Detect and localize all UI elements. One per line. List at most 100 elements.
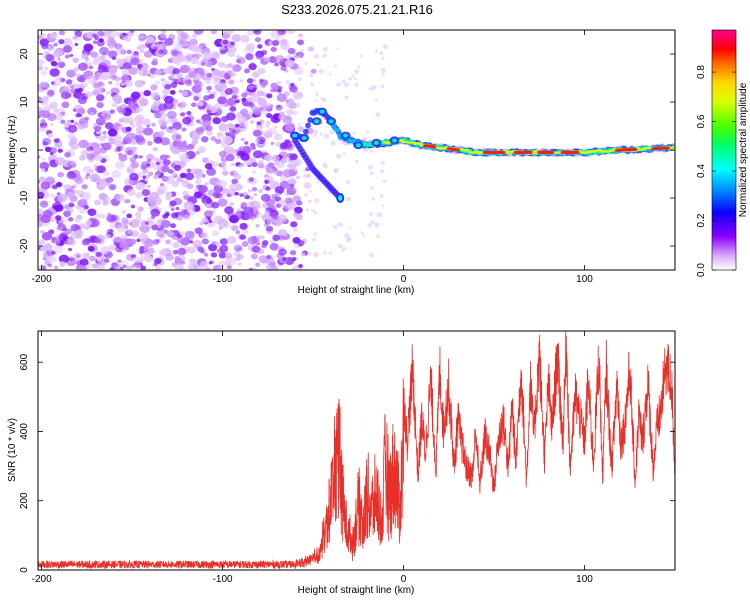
noise-blob — [47, 133, 54, 138]
noise-blob — [283, 119, 290, 126]
colorbar-tick-label: 0.2 — [696, 213, 707, 227]
noise-blob — [91, 263, 98, 269]
noise-blob — [169, 74, 175, 79]
noise-blob — [201, 233, 208, 239]
noise-blob — [287, 55, 292, 59]
noise-blob — [239, 234, 246, 240]
noise-blob — [298, 263, 303, 269]
noise-blob — [240, 153, 250, 161]
noise-blob — [224, 260, 231, 266]
noise-blob — [265, 186, 271, 191]
noise-blob — [160, 30, 167, 34]
noise-blob — [196, 118, 205, 125]
noise-blob — [303, 168, 307, 172]
noise-blob — [186, 79, 192, 84]
noise-blob — [53, 138, 60, 143]
noise-blob — [347, 236, 352, 241]
noise-blob — [74, 42, 79, 47]
noise-blob — [314, 198, 320, 204]
noise-blob — [154, 265, 162, 270]
noise-blob — [375, 112, 380, 117]
noise-blob — [66, 207, 74, 214]
noise-blob — [49, 123, 54, 127]
noise-blob — [176, 176, 183, 183]
noise-blob — [247, 201, 255, 208]
noise-blob — [73, 67, 79, 72]
noise-blob — [53, 78, 62, 86]
colorbar-frame — [711, 29, 737, 271]
noise-blob — [130, 91, 141, 100]
noise-blob — [150, 92, 161, 100]
noise-blob — [204, 60, 213, 68]
noise-blob — [107, 50, 118, 59]
noise-blob — [376, 212, 382, 218]
noise-blob — [218, 251, 227, 259]
noise-blob — [142, 69, 148, 75]
noise-blob — [38, 155, 41, 159]
noise-blob — [50, 60, 58, 67]
signal-core — [473, 150, 480, 153]
noise-blob — [293, 188, 297, 192]
noise-blob — [263, 154, 273, 162]
noise-blob — [57, 57, 61, 61]
noise-blob — [313, 252, 320, 258]
noise-blob — [55, 157, 66, 166]
signal-band — [303, 128, 309, 135]
noise-blob — [307, 252, 312, 256]
noise-blob — [341, 79, 346, 84]
noise-blob — [187, 246, 196, 254]
noise-blob — [80, 265, 87, 270]
noise-blob — [336, 153, 342, 159]
noise-blob — [58, 60, 62, 64]
noise-blob — [75, 73, 82, 78]
colorbar-tick-label: 0.8 — [696, 65, 707, 79]
noise-blob — [38, 176, 46, 183]
noise-blob — [75, 205, 81, 209]
noise-blob — [252, 108, 262, 116]
noise-blob — [41, 70, 48, 76]
noise-blob — [99, 46, 110, 56]
noise-blob — [53, 239, 61, 245]
noise-blob — [210, 30, 218, 35]
noise-blob — [122, 140, 128, 145]
noise-blob — [115, 140, 125, 149]
noise-blob — [379, 51, 384, 56]
noise-blob — [208, 93, 215, 99]
noise-blob — [85, 91, 93, 98]
noise-blob — [99, 213, 106, 219]
noise-blob — [225, 154, 235, 162]
noise-blob — [140, 252, 150, 261]
noise-blob — [337, 138, 341, 142]
noise-blob — [177, 33, 187, 42]
signal-core — [671, 145, 675, 148]
snr-ytick-label: 200 — [19, 492, 30, 509]
noise-blob — [217, 96, 227, 105]
noise-blob — [96, 256, 102, 262]
noise-blob — [72, 252, 83, 261]
noise-blob — [58, 39, 65, 45]
noise-blob — [189, 209, 196, 215]
noise-blob — [272, 40, 280, 46]
noise-blob — [195, 46, 204, 54]
noise-blob — [152, 239, 160, 245]
noise-blob — [284, 124, 295, 133]
noise-blob — [176, 139, 184, 146]
noise-blob — [255, 212, 263, 219]
noise-blob — [354, 159, 359, 164]
noise-blob — [196, 60, 203, 66]
noise-blob — [43, 243, 53, 251]
noise-blob — [253, 192, 258, 197]
noise-blob — [354, 82, 359, 87]
noise-blob — [41, 231, 53, 241]
noise-blob — [260, 193, 271, 202]
noise-blob — [294, 243, 299, 248]
noise-blob — [178, 89, 183, 93]
noise-blob — [275, 141, 282, 148]
noise-blob — [168, 231, 176, 238]
noise-blob — [100, 261, 106, 266]
noise-blob — [38, 191, 45, 199]
noise-blob — [134, 211, 142, 218]
noise-blob — [52, 154, 57, 158]
noise-blob — [120, 103, 127, 109]
noise-blob — [51, 251, 56, 255]
